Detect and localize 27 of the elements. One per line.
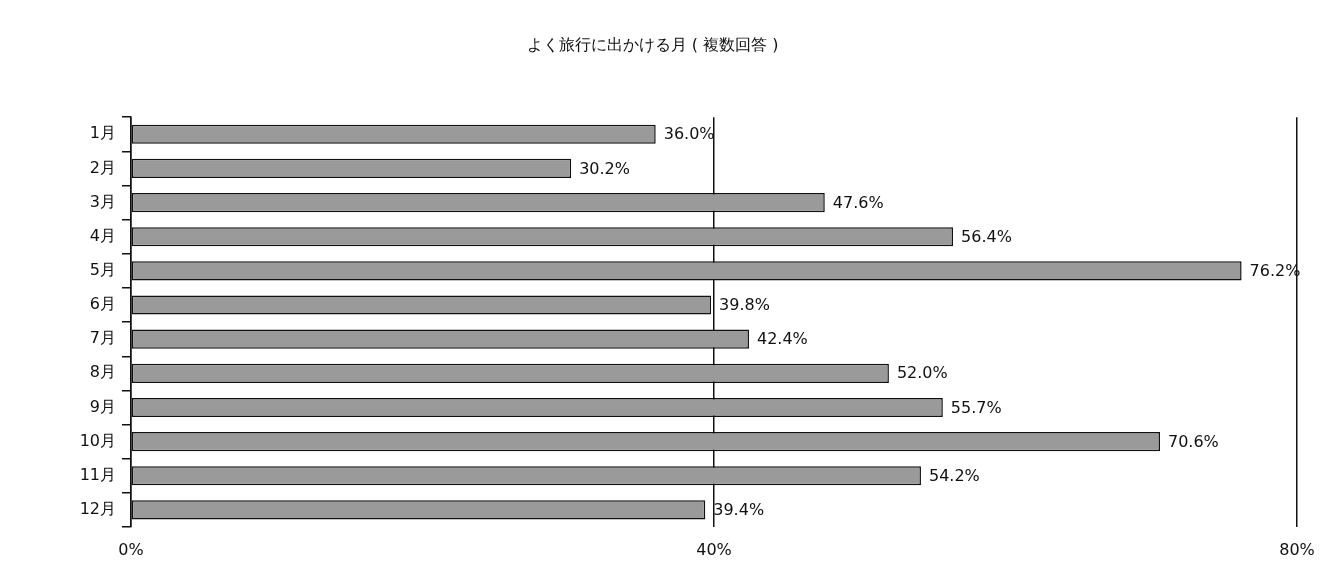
data-label: 52.0% xyxy=(896,363,948,383)
y-tick-label: 1月 xyxy=(89,123,116,143)
data-label: 42.4% xyxy=(756,329,808,349)
y-tick-label: 3月 xyxy=(89,191,116,211)
y-tick-label: 8月 xyxy=(89,362,116,382)
y-tick-label: 6月 xyxy=(89,294,116,314)
y-tick-label: 9月 xyxy=(89,396,116,416)
y-tick-label: 5月 xyxy=(89,260,116,280)
x-tick-label: 40% xyxy=(696,539,732,559)
y-tick-label: 11月 xyxy=(79,464,116,484)
y-tick-label: 10月 xyxy=(79,430,116,450)
y-tick-label: 7月 xyxy=(89,328,116,348)
x-tick-label: 80% xyxy=(1279,539,1315,559)
y-tick-label: 2月 xyxy=(89,157,116,177)
data-label: 55.7% xyxy=(950,397,1002,417)
chart-title: よく旅行に出かける月 ( 複数回答 ) xyxy=(526,34,779,54)
data-label: 30.2% xyxy=(579,158,630,178)
data-label: 56.4% xyxy=(961,226,1012,246)
y-tick-label: 12月 xyxy=(79,499,116,519)
data-label: 47.6% xyxy=(832,192,884,212)
data-label: 70.6% xyxy=(1167,431,1219,451)
data-label: 39.8% xyxy=(719,295,770,315)
data-label: 36.0% xyxy=(663,124,715,144)
x-tick-label: 0% xyxy=(118,539,144,559)
y-tick-label: 4月 xyxy=(89,225,116,245)
data-label: 39.4% xyxy=(713,500,765,520)
data-label: 54.2% xyxy=(928,465,980,485)
